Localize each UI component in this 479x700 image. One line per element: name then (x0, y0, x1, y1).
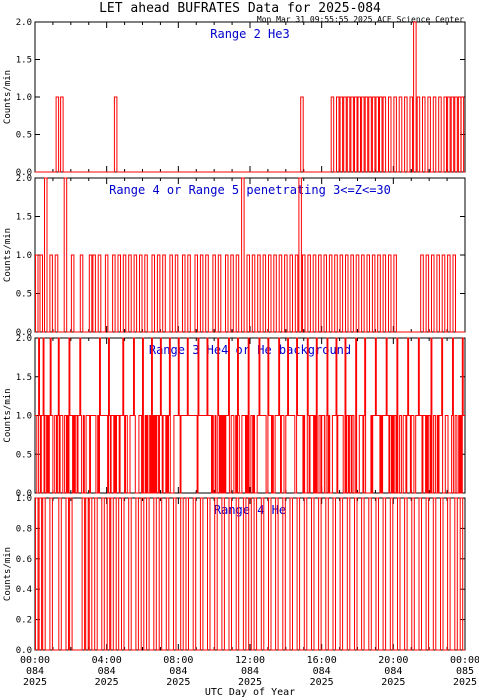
x-tick-label: 084 (384, 666, 402, 677)
y-tick-label: 2.0 (16, 174, 32, 184)
x-axis-label: UTC Day of Year (205, 687, 295, 698)
y-tick-label: 1.0 (16, 412, 32, 422)
x-tick-label: 2025 (381, 677, 405, 688)
panel-3: 0.0 0.5 1.0 1.5 2.0 Counts/min Range 3 He4 or … (3, 334, 466, 499)
x-tick-label: 2025 (166, 677, 190, 688)
y-tick-label: 1.5 (16, 213, 32, 223)
timestamp: Mon Mar 31 09:55:55 2025 ACE Science Cen… (257, 15, 464, 24)
y-tick-label: 0.6 (16, 555, 32, 565)
x-tick-label: 00:00 (20, 655, 50, 666)
y-tick-label: 0.8 (16, 524, 32, 534)
y-tick-label: 0.4 (16, 585, 32, 595)
x-tick-label: 16:00 (307, 655, 337, 666)
x-tick-label: 084 (26, 666, 44, 677)
x-tick-label: 084 (98, 666, 116, 677)
panel-subtitle: Range 4 or Range 5 penetrating 3<=Z<=30 (109, 183, 391, 197)
x-axis: 00:00084202504:00084202508:00084202512:0… (20, 655, 479, 688)
data-series-line (35, 21, 465, 173)
chart-title: LET ahead BUFRATES Data for 2025-084 (99, 1, 381, 16)
y-tick-label: 0.0 (16, 328, 32, 338)
y-axis-label: Counts/min (3, 70, 13, 124)
data-series-line (35, 497, 465, 651)
x-tick-label: 084 (313, 666, 331, 677)
y-tick-label: 0.5 (16, 290, 32, 300)
y-tick-label: 0.0 (16, 168, 32, 178)
x-tick-label: 084 (241, 666, 259, 677)
y-tick-label: 2.0 (16, 18, 32, 28)
y-tick-label: 1.5 (16, 56, 32, 66)
x-tick-label: 2025 (453, 677, 477, 688)
data-series-line (35, 337, 465, 494)
y-axis-label: Counts/min (3, 388, 13, 442)
y-axis-label: Counts/min (3, 228, 13, 282)
y-tick-label: 0.5 (16, 131, 32, 141)
y-tick-label: 1.0 (16, 251, 32, 261)
panel-subtitle: Range 2 He3 (210, 27, 289, 41)
x-tick-label: 04:00 (92, 655, 122, 666)
y-axis-label: Counts/min (3, 547, 13, 601)
x-tick-label: 2025 (23, 677, 47, 688)
x-tick-label: 2025 (310, 677, 334, 688)
y-tick-label: 0.0 (16, 646, 32, 656)
y-tick-label: 0.2 (16, 616, 32, 626)
x-tick-label: 00:00 (450, 655, 479, 666)
data-series-line (35, 177, 465, 333)
x-tick-label: 2025 (95, 677, 119, 688)
panel-1: 0.0 0.5 1.0 1.5 2.0 Counts/min Range 2 He3 (3, 18, 466, 178)
x-tick-label: 085 (456, 666, 474, 677)
x-tick-label: 12:00 (235, 655, 265, 666)
y-tick-label: 2.0 (16, 334, 32, 344)
y-tick-label: 1.0 (16, 93, 32, 103)
panel-subtitle: Range 3 He4 or He background (149, 343, 351, 357)
y-tick-label: 1.5 (16, 373, 32, 383)
panel-2: 0.0 0.5 1.0 1.5 2.0 Counts/min Range 4 or Rang… (3, 174, 466, 338)
x-tick-label: 2025 (238, 677, 262, 688)
x-tick-label: 08:00 (163, 655, 193, 666)
x-tick-label: 20:00 (378, 655, 408, 666)
y-tick-label: 0.5 (16, 450, 32, 460)
x-tick-label: 084 (169, 666, 187, 677)
y-tick-label: 0.0 (16, 489, 32, 499)
y-tick-label: 1.0 (16, 494, 32, 504)
